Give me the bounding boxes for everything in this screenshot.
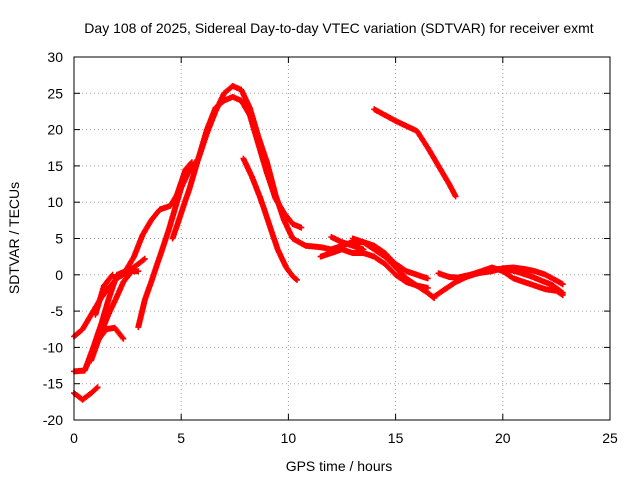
x-tick-label: 25 [602, 430, 618, 446]
x-tick-label: 0 [70, 430, 78, 446]
y-tick-label: -5 [51, 303, 64, 319]
data-series [71, 83, 566, 403]
x-axis-label: GPS time / hours [286, 458, 393, 474]
y-tick-label: 30 [47, 49, 63, 65]
series-track-6 [92, 271, 116, 318]
series-markers-track-16 [456, 264, 566, 288]
series-markers-track-6 [92, 271, 116, 318]
series-markers-track-13 [371, 106, 459, 200]
axis-ticks: 0 5 10 15 20 25 -20 -15 -10 -5 0 5 10 15 20 25 30 [43, 49, 618, 446]
y-tick-label: 20 [47, 122, 63, 138]
x-tick-label: 20 [495, 430, 511, 446]
series-track-10 [317, 246, 431, 291]
series-track-9 [240, 155, 300, 283]
y-tick-label: 10 [47, 194, 63, 210]
series-markers-track-1 [71, 384, 101, 403]
series-track-11 [349, 235, 431, 282]
y-tick-label: 25 [47, 85, 63, 101]
series-markers-track-5 [88, 268, 142, 364]
y-axis-label: SDTVAR / TECUs [6, 182, 22, 294]
series-track-5 [88, 268, 142, 364]
series-markers-track-12 [328, 234, 367, 253]
x-tick-label: 10 [281, 430, 297, 446]
y-tick-label: -15 [43, 376, 63, 392]
series-track-12 [328, 234, 367, 253]
series-markers-track-9 [240, 155, 300, 283]
series-track-16 [456, 264, 566, 288]
grid-lines [74, 57, 610, 420]
y-tick-label: 15 [47, 158, 63, 174]
y-tick-label: 5 [55, 231, 63, 247]
y-tick-label: -10 [43, 339, 63, 355]
chart-title: Day 108 of 2025, Sidereal Day-to-day VTE… [84, 20, 593, 36]
series-markers-track-11 [349, 235, 431, 282]
x-tick-label: 15 [388, 430, 404, 446]
series-track-1 [71, 384, 101, 403]
series-markers-track-4 [83, 324, 127, 369]
series-track-13 [371, 106, 459, 200]
x-tick-label: 5 [177, 430, 185, 446]
y-tick-label: 0 [55, 267, 63, 283]
series-markers-track-10 [317, 246, 431, 291]
y-tick-label: -20 [43, 412, 63, 428]
series-track-4 [83, 324, 127, 369]
